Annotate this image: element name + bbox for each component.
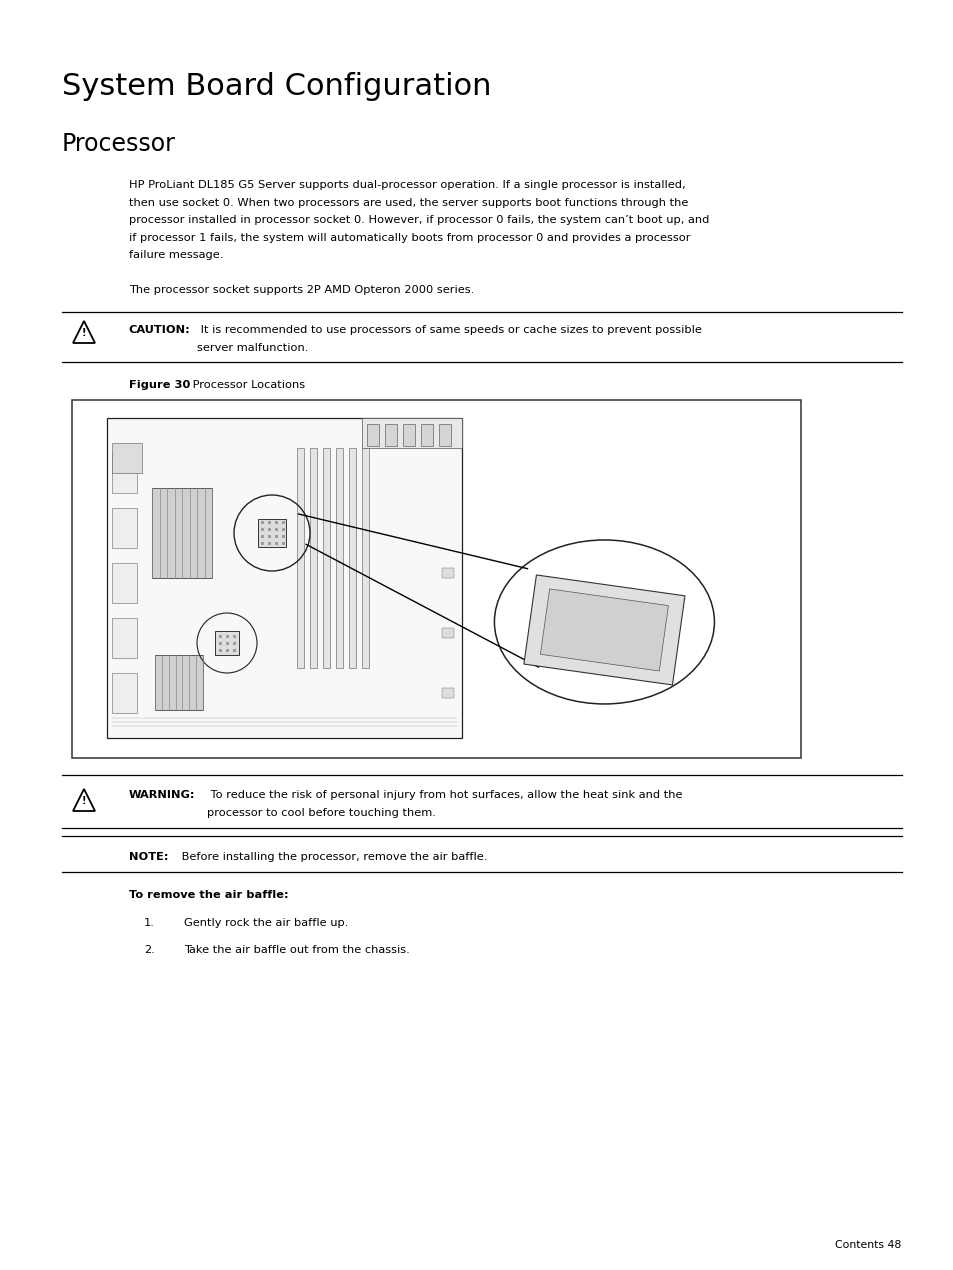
Text: if processor 1 fails, the system will automatically boots from processor 0 and p: if processor 1 fails, the system will au… [129, 232, 690, 243]
Bar [367, 424, 378, 446]
Text: HP ProLiant DL185 G5 Server supports dual-processor operation. If a single proce: HP ProLiant DL185 G5 Server supports dua… [129, 180, 684, 190]
Bar [112, 508, 137, 547]
Bar [441, 688, 454, 698]
Bar [112, 563, 137, 603]
Bar [323, 448, 330, 668]
Text: WARNING:: WARNING: [129, 790, 195, 800]
Text: server malfunction.: server malfunction. [196, 343, 308, 353]
Bar [539, 589, 668, 671]
Text: To remove the air baffle:: To remove the air baffle: [129, 890, 288, 900]
Bar [420, 424, 433, 446]
Text: NOTE:: NOTE: [129, 852, 168, 862]
Text: Figure 30: Figure 30 [129, 380, 190, 390]
Bar [107, 418, 461, 738]
Bar [361, 448, 369, 668]
Bar [385, 424, 396, 446]
Bar [523, 575, 684, 685]
Text: Contents 48: Contents 48 [835, 1240, 901, 1250]
Text: Before installing the processor, remove the air baffle.: Before installing the processor, remove … [177, 852, 487, 862]
Bar [335, 448, 343, 668]
Text: processor installed in processor socket 0. However, if processor 0 fails, the sy: processor installed in processor socket … [129, 215, 708, 225]
Text: 2.: 2. [144, 945, 154, 955]
Text: failure message.: failure message. [129, 250, 223, 260]
Bar [310, 448, 316, 668]
Bar [296, 448, 304, 668]
Text: Take the air baffle out from the chassis.: Take the air baffle out from the chassis… [184, 945, 409, 955]
Text: System Board Configuration: System Board Configuration [62, 72, 491, 102]
Text: 1.: 1. [144, 918, 154, 928]
Text: It is recommended to use processors of same speeds or cache sizes to prevent pos: It is recommended to use processors of s… [196, 325, 700, 335]
Bar [402, 424, 415, 446]
Bar [361, 418, 461, 448]
Text: Gently rock the air baffle up.: Gently rock the air baffle up. [184, 918, 348, 928]
Text: !: ! [82, 796, 86, 806]
Text: Processor Locations: Processor Locations [189, 380, 305, 390]
Bar [154, 655, 203, 710]
Text: CAUTION:: CAUTION: [129, 325, 191, 335]
Bar [112, 453, 137, 493]
Text: Processor: Processor [62, 132, 175, 156]
Bar [152, 488, 212, 578]
Text: processor to cool before touching them.: processor to cool before touching them. [207, 808, 436, 818]
Bar [112, 673, 137, 712]
Bar [441, 627, 454, 638]
Text: The processor socket supports 2P AMD Opteron 2000 series.: The processor socket supports 2P AMD Opt… [129, 284, 474, 295]
Bar [349, 448, 355, 668]
Bar [214, 631, 239, 655]
Text: To reduce the risk of personal injury from hot surfaces, allow the heat sink and: To reduce the risk of personal injury fr… [207, 790, 681, 800]
Text: then use socket 0. When two processors are used, the server supports boot functi: then use socket 0. When two processors a… [129, 198, 687, 207]
Text: !: ! [82, 328, 86, 338]
Bar [441, 568, 454, 578]
Bar [257, 519, 286, 547]
Bar [438, 424, 451, 446]
Bar [112, 443, 142, 472]
Bar [112, 618, 137, 658]
Bar [71, 400, 801, 758]
